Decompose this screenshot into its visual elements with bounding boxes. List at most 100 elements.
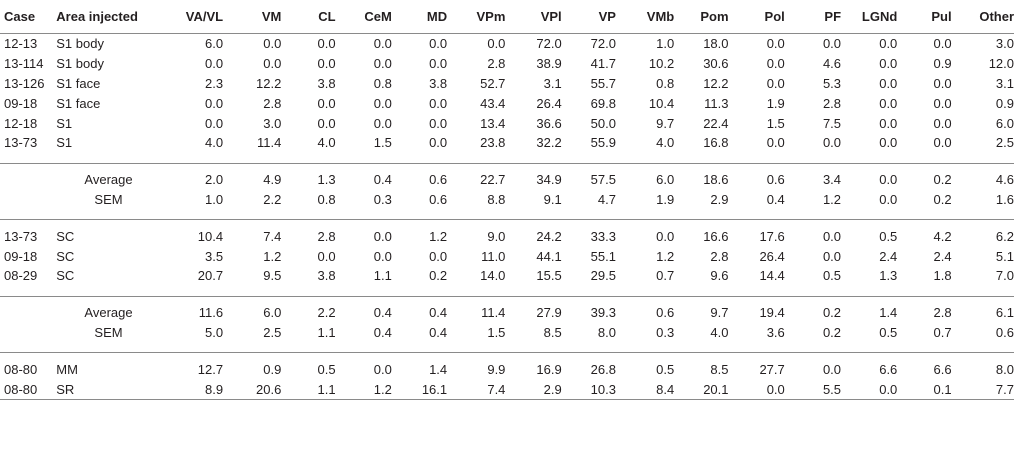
value-cell: 41.7	[590, 56, 616, 72]
value-cell: 2.9	[710, 191, 729, 207]
value-cell: 9.7	[710, 305, 729, 321]
value-cell: 0.4	[373, 324, 392, 340]
value-cell: 0.8	[317, 191, 336, 207]
column-header: CL	[281, 0, 336, 34]
value-cell: 16.9	[536, 361, 562, 377]
value-cell: 0.7	[656, 268, 675, 284]
value-cell: 44.1	[536, 248, 562, 264]
area-cell: S1 face	[56, 75, 101, 91]
summary-label: Average	[84, 172, 133, 188]
table-row: 08-80 MM 12.7 0.9 0.5 0.0 1.4 9.9 16.9 26.8 0.5 8.5…	[0, 359, 1014, 379]
value-cell: 11.6	[198, 305, 224, 321]
value-cell: 0.0	[933, 135, 952, 151]
value-cell: 8.5	[710, 361, 729, 377]
value-cell: 3.1	[995, 75, 1014, 91]
value-cell: 0.0	[656, 228, 675, 244]
value-cell: 0.0	[429, 115, 448, 131]
value-cell: 0.0	[204, 115, 224, 131]
value-cell: 2.8	[822, 95, 842, 111]
value-cell: 20.6	[223, 379, 282, 400]
value-cell: 14.4	[759, 268, 785, 284]
value-cell: 0.5	[317, 361, 336, 377]
value-cell: 16.6	[703, 228, 729, 244]
value-cell: 0.9	[933, 56, 952, 72]
value-cell: 3.6	[766, 324, 785, 340]
value-cell: 22.7	[480, 172, 506, 188]
value-cell: 27.7	[759, 361, 785, 377]
table-body: 12-13 S1 body 6.0 0.0 0.0 0.0 0.0 0.0 72.0 72.0 1.…	[0, 34, 1014, 400]
value-cell: 1.3	[317, 172, 336, 188]
value-cell: 12.7	[197, 361, 224, 377]
value-cell: 6.6	[879, 361, 898, 377]
value-cell: 0.4	[429, 324, 448, 340]
value-cell: 0.4	[373, 305, 392, 321]
value-cell: 13.4	[480, 115, 506, 131]
value-cell: 7.5	[822, 115, 842, 131]
area-cell: S1 face	[56, 95, 101, 111]
value-cell: 12.0	[988, 56, 1014, 72]
case-cell: 13-73	[4, 135, 38, 151]
value-cell: 55.9	[590, 135, 616, 151]
value-cell: 57.5	[590, 172, 616, 188]
value-cell: 0.0	[317, 248, 336, 264]
value-cell: 27.9	[536, 305, 562, 321]
value-cell: 0.0	[879, 36, 898, 52]
value-cell: 4.0	[204, 135, 224, 151]
summary-label: Average	[84, 305, 133, 321]
value-cell: 10.4	[197, 228, 224, 244]
value-cell: 4.6	[822, 56, 842, 72]
divider-cell	[0, 152, 1014, 164]
column-header: VM	[223, 0, 282, 34]
value-cell: 2.5	[995, 135, 1014, 151]
column-header: VPl	[505, 0, 562, 34]
value-cell: 0.0	[487, 36, 506, 52]
summary-label: SEM	[94, 324, 123, 340]
case-cell: 08-80	[0, 379, 57, 400]
value-cell: 0.8	[373, 75, 392, 91]
value-cell: 10.2	[648, 56, 675, 72]
value-cell: 0.3	[373, 191, 392, 207]
value-cell: 17.6	[759, 228, 785, 244]
value-cell: 55.7	[590, 75, 616, 91]
value-cell: 12.2	[256, 75, 282, 91]
value-cell: 0.0	[879, 56, 898, 72]
value-cell: 0.2	[429, 268, 448, 284]
value-cell: 0.0	[263, 36, 282, 52]
column-header: VMb	[615, 0, 675, 34]
case-cell: 13-73	[4, 228, 38, 244]
value-cell: 32.2	[536, 135, 562, 151]
value-cell: 0.0	[317, 56, 336, 72]
value-cell: 16.8	[703, 135, 729, 151]
value-cell: 1.2	[656, 248, 675, 264]
value-cell: 6.6	[933, 361, 952, 377]
case-cell: 09-18	[4, 248, 38, 264]
value-cell: 52.7	[480, 75, 506, 91]
case-cell: 12-18	[4, 115, 38, 131]
column-header: CeM	[335, 0, 392, 34]
value-cell: 1.9	[766, 95, 785, 111]
value-cell: 7.4	[263, 228, 282, 244]
area-cell: S1	[56, 135, 73, 151]
empty-cell	[0, 190, 56, 210]
value-cell: 12.2	[703, 75, 729, 91]
value-cell: 26.4	[759, 248, 785, 264]
value-cell: 43.4	[480, 95, 506, 111]
area-cell: SC	[56, 228, 75, 244]
value-cell: 15.5	[536, 268, 562, 284]
value-cell: 0.1	[897, 379, 952, 400]
value-cell: 2.8	[487, 56, 506, 72]
value-cell: 0.0	[373, 56, 392, 72]
table-row: 13-73 S1 4.0 11.4 4.0 1.5 0.0 23.8 32.2 55.9 4.0 16…	[0, 133, 1014, 153]
value-cell: 0.0	[766, 56, 785, 72]
value-cell: 0.0	[317, 36, 336, 52]
value-cell: 50.0	[590, 115, 616, 131]
summary-row: Average 11.6 6.0 2.2 0.4 0.4 11.4 27.9 39.3 0.6 9.…	[0, 303, 1014, 323]
value-cell: 0.2	[822, 305, 842, 321]
column-header: Pol	[728, 0, 785, 34]
value-cell: 14.0	[480, 268, 506, 284]
value-cell: 0.6	[429, 172, 448, 188]
summary-label: SEM	[94, 191, 123, 207]
column-header: MD	[391, 0, 448, 34]
value-cell: 0.5	[656, 361, 675, 377]
